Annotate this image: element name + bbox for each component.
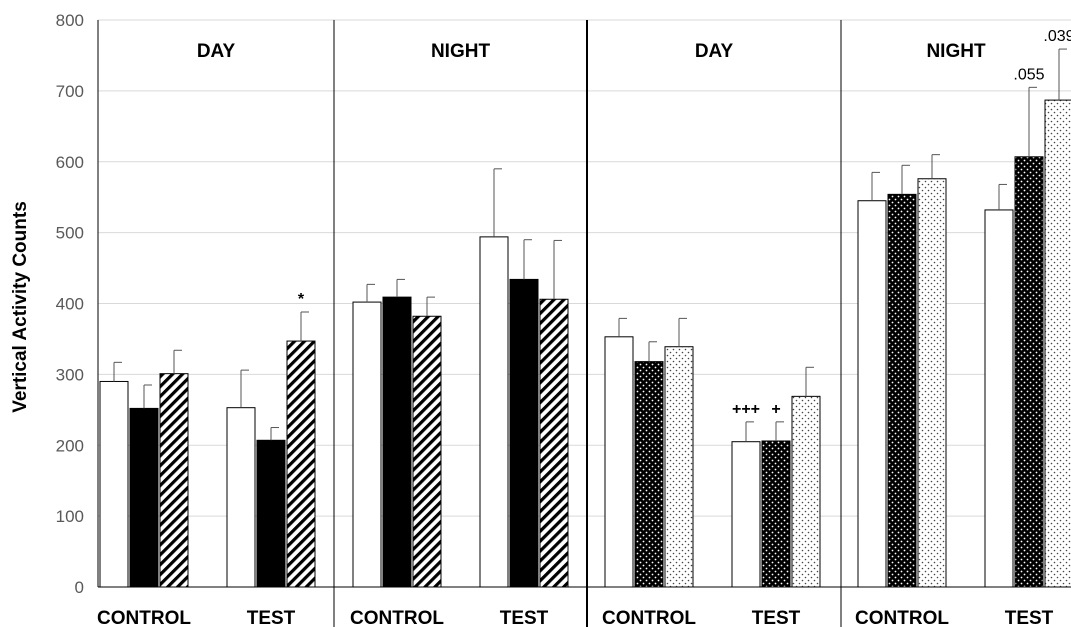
labels: DAY CONTROL TEST * NIGHT CONTROL TEST DAY CONTRO… [97,28,1071,627]
bar [352,301,382,588]
bar [226,407,256,588]
y-axis-label: Vertical Activity Counts [10,201,31,413]
y-tick-label: 500 [56,224,84,243]
group-label: TEST [500,608,549,627]
bar [539,298,569,588]
bar [857,200,887,588]
y-tick-label: 700 [56,82,84,101]
bar [791,395,821,588]
bars [99,48,1071,588]
bar [382,296,412,588]
bar [159,373,189,588]
y-tick-label: 300 [56,365,84,384]
y-tick-label: 800 [56,11,84,30]
significance-annotation: .039 [1043,28,1071,45]
significance-annotation: +++ [732,401,760,418]
bar [1044,99,1071,588]
bar [256,439,286,588]
y-tick-label: 600 [56,153,84,172]
group-label: TEST [247,608,296,627]
y-tick-label: 200 [56,436,84,455]
bar [984,209,1014,588]
group-label: CONTROL [855,608,949,627]
bar [761,440,791,588]
bar [604,336,634,588]
panel-label: DAY [695,41,734,62]
bar [509,278,539,588]
y-tick-label: 0 [75,578,84,597]
bar [731,441,761,588]
significance-annotation: * [298,291,305,308]
bar [634,361,664,588]
bar [129,407,159,588]
panel-label: DAY [197,41,236,62]
group-label: CONTROL [97,608,191,627]
group-label: TEST [752,608,801,627]
group-label: TEST [1005,608,1054,627]
bar [664,346,694,588]
bar [1014,156,1044,588]
bar [917,178,947,588]
significance-annotation: + [771,401,780,418]
bar [479,236,509,588]
bar [99,380,129,588]
group-label: CONTROL [602,608,696,627]
panel-label: NIGHT [926,41,986,62]
bar [286,340,316,588]
bar [412,315,442,588]
bar [887,193,917,588]
panel-label: NIGHT [431,41,491,62]
y-tick-label: 100 [56,507,84,526]
y-tick-label: 400 [56,295,84,314]
significance-annotation: .055 [1013,66,1044,83]
group-label: CONTROL [350,608,444,627]
